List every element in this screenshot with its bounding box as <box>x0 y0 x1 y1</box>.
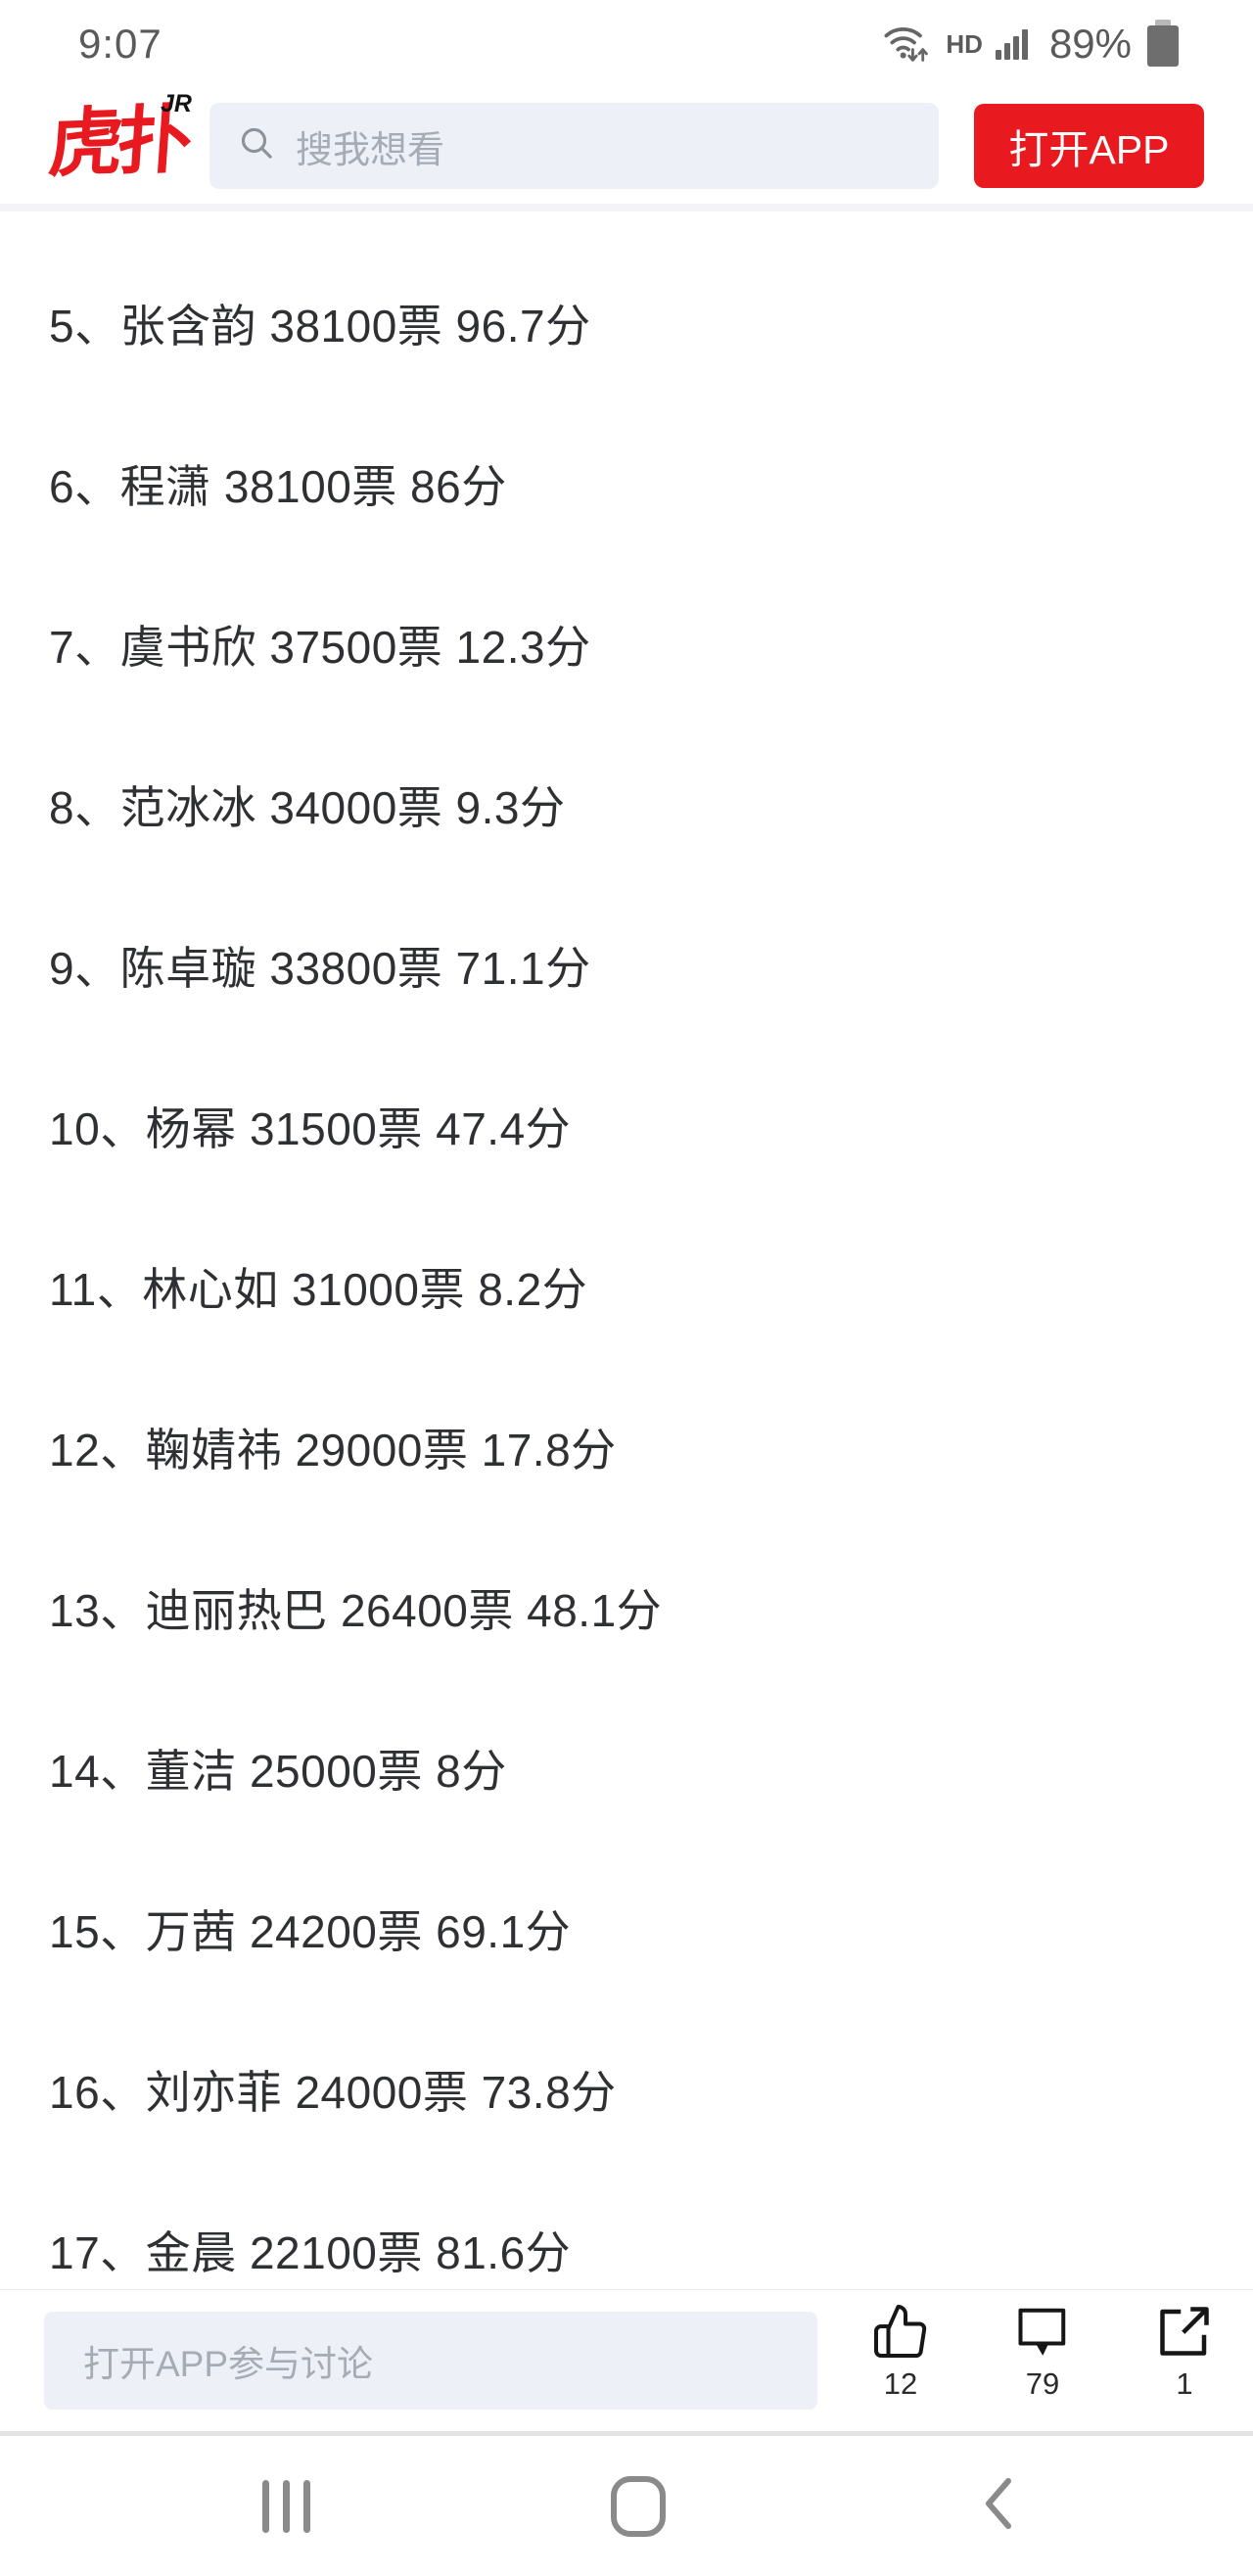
ranking-row-text: 8、范冰冰 34000票 9.3分 <box>49 782 566 833</box>
share-button[interactable]: 1 <box>1126 2302 1243 2431</box>
comment-bar: 打开APP参与讨论 12 79 <box>0 2289 1253 2431</box>
status-icons: HD 89% <box>882 20 1180 70</box>
ranking-row: 13、迪丽热巴 26400票 48.1分 <box>49 1527 1253 1688</box>
comment-count: 79 <box>1025 2366 1060 2401</box>
ranking-row: 14、董洁 25000票 8分 <box>49 1688 1253 1849</box>
search-input[interactable]: 搜我想看 <box>209 103 939 189</box>
share-icon <box>1155 2302 1214 2361</box>
ranking-row-text: 11、林心如 31000票 8.2分 <box>49 1264 588 1315</box>
like-count: 12 <box>883 2366 918 2401</box>
comment-actions: 12 79 1 <box>842 2302 1243 2431</box>
comment-button[interactable]: 79 <box>984 2302 1101 2431</box>
ranking-row-text: 16、刘亦菲 24000票 73.8分 <box>49 2067 617 2118</box>
status-time: 9:07 <box>78 21 162 67</box>
ranking-row: 8、范冰冰 34000票 9.3分 <box>49 725 1253 885</box>
back-chevron-icon <box>981 2474 1016 2538</box>
status-bar: 9:07 HD 8 <box>0 0 1253 88</box>
ranking-row-text: 17、金晨 22100票 81.6分 <box>49 2227 572 2278</box>
ranking-row: 15、万茜 24200票 69.1分 <box>49 1849 1253 2009</box>
ranking-row: 7、虞书欣 37500票 12.3分 <box>49 564 1253 725</box>
search-icon <box>237 123 278 169</box>
ranking-row: 9、陈卓璇 33800票 71.1分 <box>49 885 1253 1046</box>
ranking-row: 11、林心如 31000票 8.2分 <box>49 1206 1253 1367</box>
ranking-row: 5、张含韵 38100票 96.7分 <box>49 243 1253 403</box>
comment-input[interactable]: 打开APP参与讨论 <box>44 2312 817 2410</box>
ranking-list: 5、张含韵 38100票 96.7分 6、程潇 38100票 86分 7、虞书欣… <box>0 211 1253 2330</box>
ranking-row: 10、杨幂 31500票 47.4分 <box>49 1046 1253 1206</box>
battery-icon <box>1146 20 1180 69</box>
ranking-row: 17、金晨 22100票 81.6分 <box>49 2170 1253 2330</box>
comment-bubble-icon <box>1013 2302 1072 2361</box>
ranking-row-text: 6、程潇 38100票 86分 <box>49 461 507 512</box>
ranking-row: 12、鞠婧祎 29000票 17.8分 <box>49 1367 1253 1527</box>
home-button[interactable] <box>570 2436 707 2576</box>
signal-icon <box>995 23 1033 67</box>
hd-indicator: HD <box>946 28 983 59</box>
ranking-row-text: 10、杨幂 31500票 47.4分 <box>49 1103 572 1154</box>
android-nav-bar <box>0 2436 1253 2576</box>
share-count: 1 <box>1176 2366 1193 2401</box>
ranking-row: 16、刘亦菲 24000票 73.8分 <box>49 2009 1253 2170</box>
nav-divider <box>0 2431 1253 2436</box>
ranking-row-text: 7、虞书欣 37500票 12.3分 <box>49 622 591 673</box>
header-divider <box>0 204 1253 211</box>
home-icon <box>611 2475 666 2537</box>
ranking-row-text: 13、迪丽热巴 26400票 48.1分 <box>49 1585 663 1636</box>
ranking-row-text: 15、万茜 24200票 69.1分 <box>49 1906 572 1957</box>
ranking-row: 6、程潇 38100票 86分 <box>49 403 1253 564</box>
ranking-row-text: 9、陈卓璇 33800票 71.1分 <box>49 943 591 994</box>
comment-placeholder: 打开APP参与讨论 <box>83 2344 374 2384</box>
like-button[interactable]: 12 <box>842 2302 959 2431</box>
wifi-icon <box>882 20 933 70</box>
hupu-logo[interactable]: 虎扑 JR <box>46 90 196 200</box>
battery-percent: 89% <box>1048 21 1132 67</box>
ranking-row-text: 14、董洁 25000票 8分 <box>49 1746 507 1797</box>
search-placeholder: 搜我想看 <box>296 129 445 171</box>
hupu-logo-jr-badge: JR <box>161 90 192 117</box>
thumbs-up-icon <box>871 2302 930 2361</box>
recents-icon <box>261 2479 310 2533</box>
ranking-row-text: 5、张含韵 38100票 96.7分 <box>49 301 591 351</box>
recents-button[interactable] <box>217 2436 354 2576</box>
app-header: 虎扑 JR 搜我想看 打开APP <box>0 88 1253 204</box>
ranking-row-text: 12、鞠婧祎 29000票 17.8分 <box>49 1425 617 1475</box>
open-app-button[interactable]: 打开APP <box>974 104 1204 188</box>
back-button[interactable] <box>930 2436 1067 2576</box>
